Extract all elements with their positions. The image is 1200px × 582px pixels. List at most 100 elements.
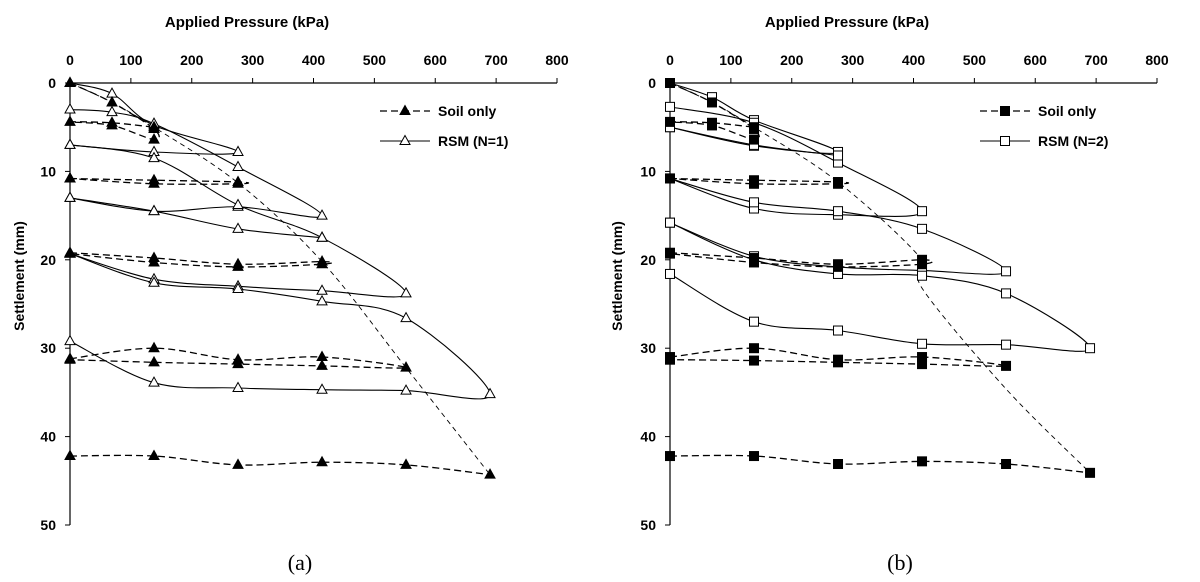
series-soil-point bbox=[707, 117, 718, 128]
series-soil-point bbox=[232, 357, 244, 369]
y-axis-title: Settlement (mm) bbox=[609, 221, 625, 331]
series-soil-point bbox=[665, 354, 675, 365]
series-rsm-point bbox=[400, 286, 412, 298]
chart-panel-b: Applied Pressure (kPa) Settlement (mm) (… bbox=[600, 0, 1200, 582]
legend-label-soil-only: Soil only bbox=[1038, 103, 1097, 119]
series-soil-point bbox=[917, 259, 928, 270]
series-rsm-point bbox=[148, 204, 160, 216]
series-rsm-point bbox=[316, 294, 328, 306]
series-soil-point bbox=[316, 257, 328, 269]
series-rsm-point bbox=[148, 376, 160, 387]
x-axis-title: Applied Pressure (kPa) bbox=[765, 14, 929, 31]
series-rsm-point bbox=[316, 209, 328, 220]
series-rsm-point bbox=[232, 222, 244, 233]
series-rsm-point bbox=[232, 282, 244, 293]
x-tick-label: 400 bbox=[902, 52, 926, 68]
series-soil-line bbox=[69, 252, 334, 268]
x-tick-label: 800 bbox=[545, 52, 569, 68]
series-soil-point bbox=[749, 451, 760, 462]
series-soil-point bbox=[106, 95, 118, 107]
series-rsm-line bbox=[69, 108, 323, 218]
series-rsm-point bbox=[316, 383, 328, 394]
series-soil-point bbox=[665, 78, 675, 88]
series-rsm-point bbox=[917, 206, 928, 217]
y-tick-label: 0 bbox=[648, 75, 656, 91]
x-tick-label: 500 bbox=[963, 52, 987, 68]
series-rsm-point bbox=[64, 138, 76, 149]
series-soil-point bbox=[749, 122, 760, 133]
x-tick-label: 700 bbox=[1084, 52, 1108, 68]
series-rsm-point bbox=[232, 160, 244, 171]
series-soil-point bbox=[64, 247, 76, 258]
x-tick-label: 600 bbox=[1024, 52, 1048, 68]
series-rsm-point bbox=[316, 231, 328, 242]
series-rsm-point bbox=[917, 223, 928, 234]
series-soil-point bbox=[64, 115, 76, 126]
legend: Soil only RSM (N=2) bbox=[980, 103, 1108, 149]
series-soil-point bbox=[484, 468, 496, 479]
series-soil-point bbox=[665, 451, 675, 462]
series-rsm-line bbox=[69, 253, 491, 400]
series-soil-point bbox=[106, 116, 118, 127]
series-soil-point bbox=[749, 355, 760, 366]
series-rsm-point bbox=[1001, 339, 1012, 350]
x-tick-label: 300 bbox=[841, 52, 865, 68]
y-tick-label: 20 bbox=[640, 252, 656, 268]
y-tick-label: 40 bbox=[40, 429, 56, 445]
series-soil-point bbox=[749, 257, 760, 268]
series-soil-point bbox=[148, 255, 160, 267]
series-rsm-point bbox=[749, 197, 760, 208]
series-rsm-point bbox=[665, 217, 675, 228]
series-rsm-point bbox=[1001, 288, 1012, 299]
series-soil-point bbox=[665, 116, 675, 127]
series-soil-point bbox=[1085, 467, 1096, 478]
legend-marker-soil-only bbox=[1000, 106, 1010, 116]
series-rsm-point bbox=[64, 334, 76, 346]
series-rsm-point bbox=[316, 284, 328, 295]
x-tick-label: 200 bbox=[180, 52, 204, 68]
series-soil-point bbox=[148, 177, 160, 188]
series-soil-point bbox=[148, 355, 160, 367]
series-soil-point bbox=[148, 449, 160, 461]
series-soil-point bbox=[749, 343, 760, 354]
x-tick-label: 600 bbox=[424, 52, 448, 68]
x-tick-label: 200 bbox=[780, 52, 804, 68]
series-soil-point bbox=[833, 178, 844, 189]
series-rsm-point bbox=[232, 145, 244, 156]
series-soil-point bbox=[833, 261, 844, 272]
x-tick-label: 300 bbox=[241, 52, 265, 68]
legend-label-soil-only: Soil only bbox=[438, 103, 497, 119]
series-soil-point bbox=[316, 359, 328, 370]
series-rsm-point bbox=[148, 276, 160, 287]
series-soil-point bbox=[148, 120, 160, 132]
series-soil-point bbox=[232, 260, 244, 271]
legend-label-rsm: RSM (N=2) bbox=[1038, 133, 1108, 149]
y-tick-label: 10 bbox=[40, 163, 56, 179]
series-rsm-point bbox=[833, 325, 844, 336]
series-rsm-line bbox=[669, 222, 1091, 352]
x-axis-title: Applied Pressure (kPa) bbox=[165, 14, 329, 31]
x-tick-label: 800 bbox=[1145, 52, 1169, 68]
series-soil-point bbox=[232, 177, 244, 188]
x-tick-label: 100 bbox=[719, 52, 743, 68]
series-rsm-point bbox=[1085, 343, 1096, 354]
y-tick-label: 50 bbox=[40, 517, 56, 533]
legend-marker-rsm bbox=[399, 134, 411, 145]
x-tick-label: 500 bbox=[363, 52, 387, 68]
series-rsm-point bbox=[833, 206, 844, 217]
series-rsm-line bbox=[69, 197, 323, 239]
series-rsm-point bbox=[1001, 266, 1012, 277]
series-soil-line bbox=[669, 454, 1091, 474]
series-rsm-point bbox=[64, 191, 76, 202]
chart-b: Applied Pressure (kPa) Settlement (mm) (… bbox=[609, 14, 1169, 575]
series-soil-point bbox=[316, 350, 328, 362]
series-soil-point bbox=[833, 459, 844, 470]
x-tick-label: 700 bbox=[484, 52, 508, 68]
y-tick-label: 0 bbox=[48, 75, 56, 91]
plot-area: 0 100 200 300 400 500 600 700 800 0 10 20 30 40 50 bbox=[40, 52, 568, 533]
series-soil-point bbox=[749, 178, 760, 189]
chart-panel-a: Applied Pressure (kPa) Settlement (mm) (… bbox=[11, 14, 569, 575]
series-soil-point bbox=[1001, 459, 1012, 470]
series-rsm-point bbox=[400, 311, 412, 323]
plot-area: 0 100 200 300 400 500 600 700 800 0 10 20 30 40 50 bbox=[640, 52, 1168, 533]
